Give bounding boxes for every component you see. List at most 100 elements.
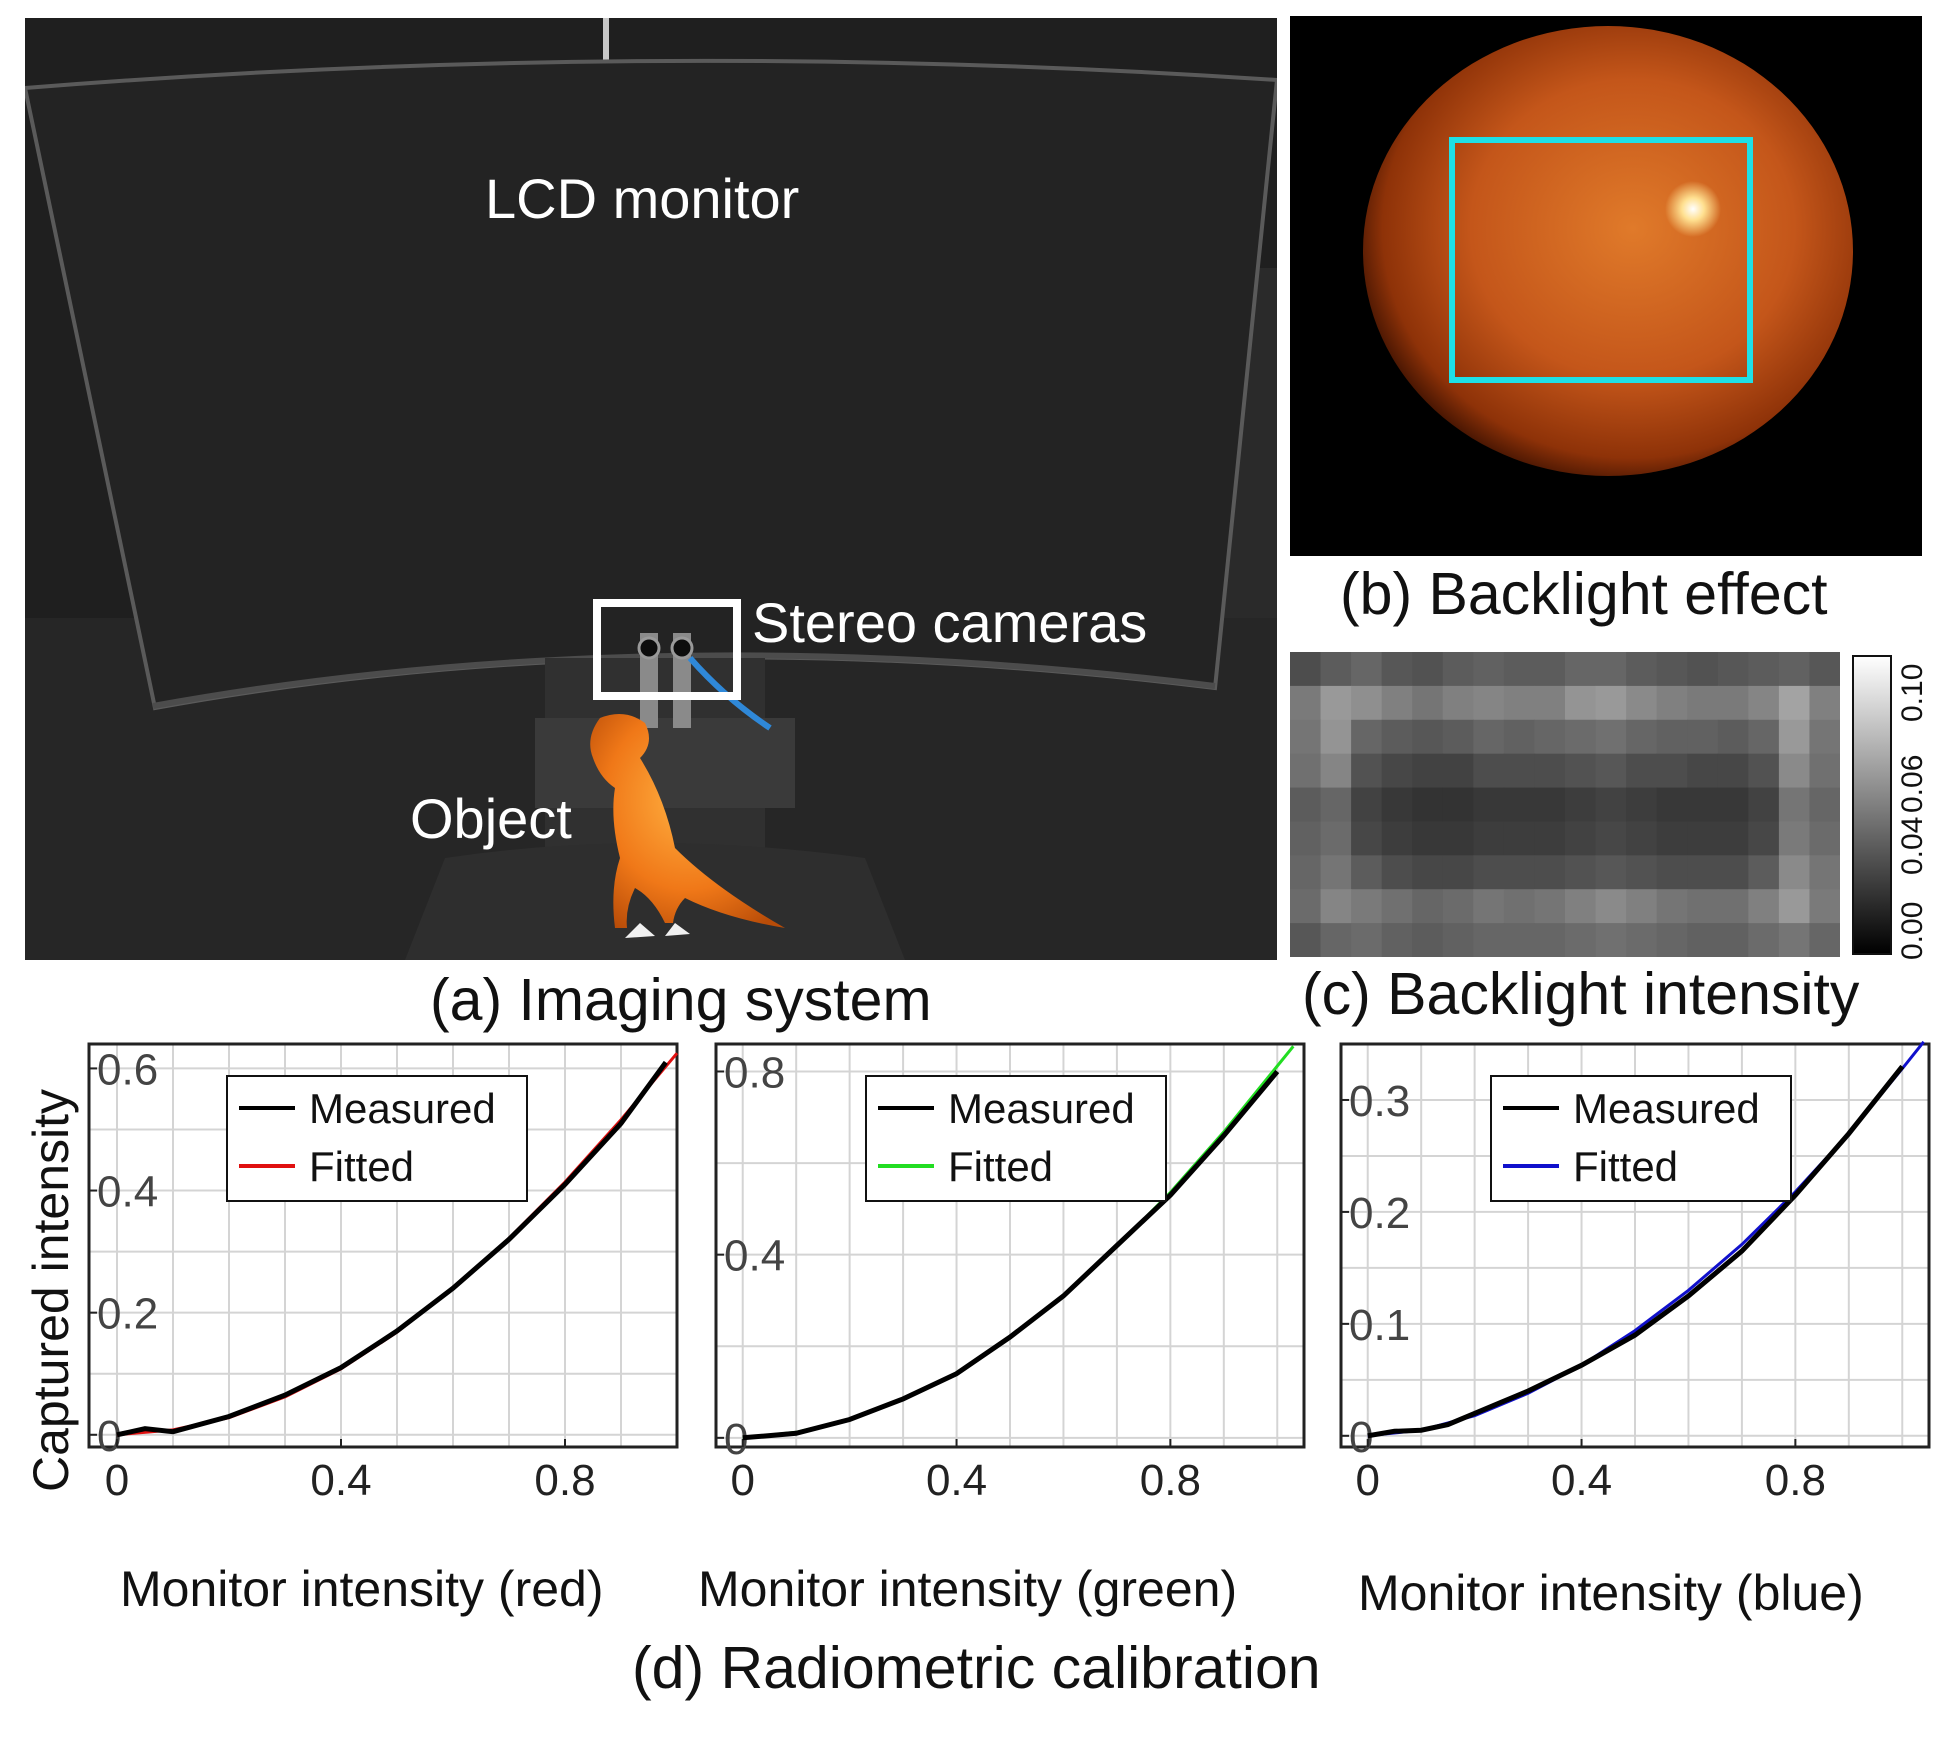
heatmap-cell [1473, 787, 1505, 823]
heatmap-cell [1778, 821, 1811, 856]
x-tick-label: 0.8 [534, 1456, 595, 1505]
heatmap-cell [1565, 787, 1597, 823]
heatmap-cell [1534, 787, 1566, 823]
heatmap-cell [1656, 821, 1688, 856]
heatmap-cell [1656, 685, 1688, 721]
heatmap-cell [1748, 889, 1780, 924]
heatmap-cell [1381, 787, 1413, 823]
heatmap-cell [1290, 855, 1322, 890]
heatmap-cell [1809, 719, 1841, 755]
heatmap-cell [1320, 719, 1352, 755]
heatmap-cell [1595, 685, 1627, 721]
heatmap-cell [1442, 652, 1474, 687]
heatmap-cell [1809, 889, 1841, 924]
heatmap-cell [1290, 923, 1322, 958]
heatmap-cell [1442, 753, 1474, 789]
heatmap-cell [1381, 753, 1413, 789]
heatmap-cell [1717, 787, 1749, 823]
heatmap-cell [1534, 923, 1566, 958]
heatmap-cell [1809, 652, 1841, 687]
heatmap-cell [1748, 787, 1780, 823]
y-tick-label: 0.1 [1349, 1301, 1410, 1350]
heatmap-cell [1626, 652, 1658, 687]
heatmap-cell [1473, 821, 1505, 856]
heatmap-cell [1473, 652, 1505, 687]
heatmap-cell [1656, 787, 1688, 823]
colorbar-tick-1: 0.04 [1896, 816, 1929, 875]
heatmap-cell [1351, 889, 1383, 924]
heatmap-cell [1687, 855, 1719, 890]
heatmap-cell [1381, 719, 1413, 755]
x-tick-label: 0.4 [926, 1456, 987, 1505]
colorbar-tick-3: 0.10 [1896, 663, 1929, 722]
heatmap-cell [1412, 923, 1444, 958]
heatmap-cell [1351, 685, 1383, 721]
heatmap-cell [1565, 685, 1597, 721]
heatmap-cell [1534, 855, 1566, 890]
heatmap-cell [1534, 652, 1566, 687]
colorbar-ticks: 0.00 0.04 0.06 0.10 [1890, 650, 1938, 960]
heatmap-cell [1595, 652, 1627, 687]
heatmap-cell [1320, 753, 1352, 789]
heatmap-cell [1809, 685, 1841, 721]
heatmap-cell [1412, 855, 1444, 890]
heatmap-cell [1412, 821, 1444, 856]
heatmap-cell [1717, 889, 1749, 924]
heatmap-cell [1442, 889, 1474, 924]
heatmap-cell [1351, 855, 1383, 890]
heatmap-cell [1595, 753, 1627, 789]
heatmap-cell [1442, 787, 1474, 823]
heatmap-cell [1717, 652, 1749, 687]
heatmap-cell [1442, 719, 1474, 755]
chart-blue-xlabel: Monitor intensity (blue) [1358, 1565, 1864, 1621]
heatmap-cell [1534, 719, 1566, 755]
colorbar-tick-0: 0.00 [1896, 901, 1929, 960]
heatmap-cell [1412, 787, 1444, 823]
heatmap-cell [1473, 685, 1505, 721]
heatmap-cell [1809, 855, 1841, 890]
heatmap-cell [1778, 652, 1811, 687]
heatmap-cell [1717, 821, 1749, 856]
backlight-intensity-heatmap [1290, 652, 1841, 958]
x-tick-label: 0 [730, 1456, 754, 1505]
legend-label: Measured [1573, 1085, 1760, 1132]
x-tick-label: 0.4 [1551, 1456, 1612, 1505]
heatmap-cell [1412, 753, 1444, 789]
heatmap-cell [1412, 719, 1444, 755]
heatmap-cell [1320, 821, 1352, 856]
heatmap-cell [1320, 787, 1352, 823]
stereo-cameras-box [593, 599, 741, 700]
series-line-measured [742, 1069, 1280, 1441]
legend-label: Measured [948, 1085, 1135, 1132]
heatmap-cell [1290, 787, 1322, 823]
heatmap-cell [1534, 753, 1566, 789]
heatmap-cell [1412, 889, 1444, 924]
heatmap-cell [1748, 821, 1780, 856]
heatmap-cell [1473, 753, 1505, 789]
heatmap-cell [1687, 719, 1719, 755]
heatmap-cell [1503, 821, 1536, 856]
heatmap-cell [1687, 889, 1719, 924]
heatmap-cell [1778, 889, 1811, 924]
heatmap-cell [1473, 923, 1505, 958]
heatmap-cell [1687, 685, 1719, 721]
heatmap-cell [1351, 787, 1383, 823]
x-tick-label: 0.4 [310, 1456, 371, 1505]
heatmap-cell [1687, 923, 1719, 958]
colorbar-tick-2: 0.06 [1896, 754, 1929, 813]
legend-label: Fitted [1573, 1143, 1678, 1190]
y-tick-label: 0.8 [724, 1048, 785, 1097]
heatmap-cell [1320, 855, 1352, 890]
heatmap-cell [1381, 652, 1413, 687]
legend-label: Fitted [948, 1143, 1053, 1190]
heatmap-cell [1717, 923, 1749, 958]
heatmap-cell [1565, 719, 1597, 755]
heatmap-cell [1473, 889, 1505, 924]
heatmap-cell [1626, 787, 1658, 823]
heatmap-cell [1687, 821, 1719, 856]
heatmap-cell [1687, 652, 1719, 687]
heatmap-cell [1595, 821, 1627, 856]
heatmap-cell [1687, 787, 1719, 823]
heatmap-cell [1717, 855, 1749, 890]
heatmap-cell [1626, 855, 1658, 890]
